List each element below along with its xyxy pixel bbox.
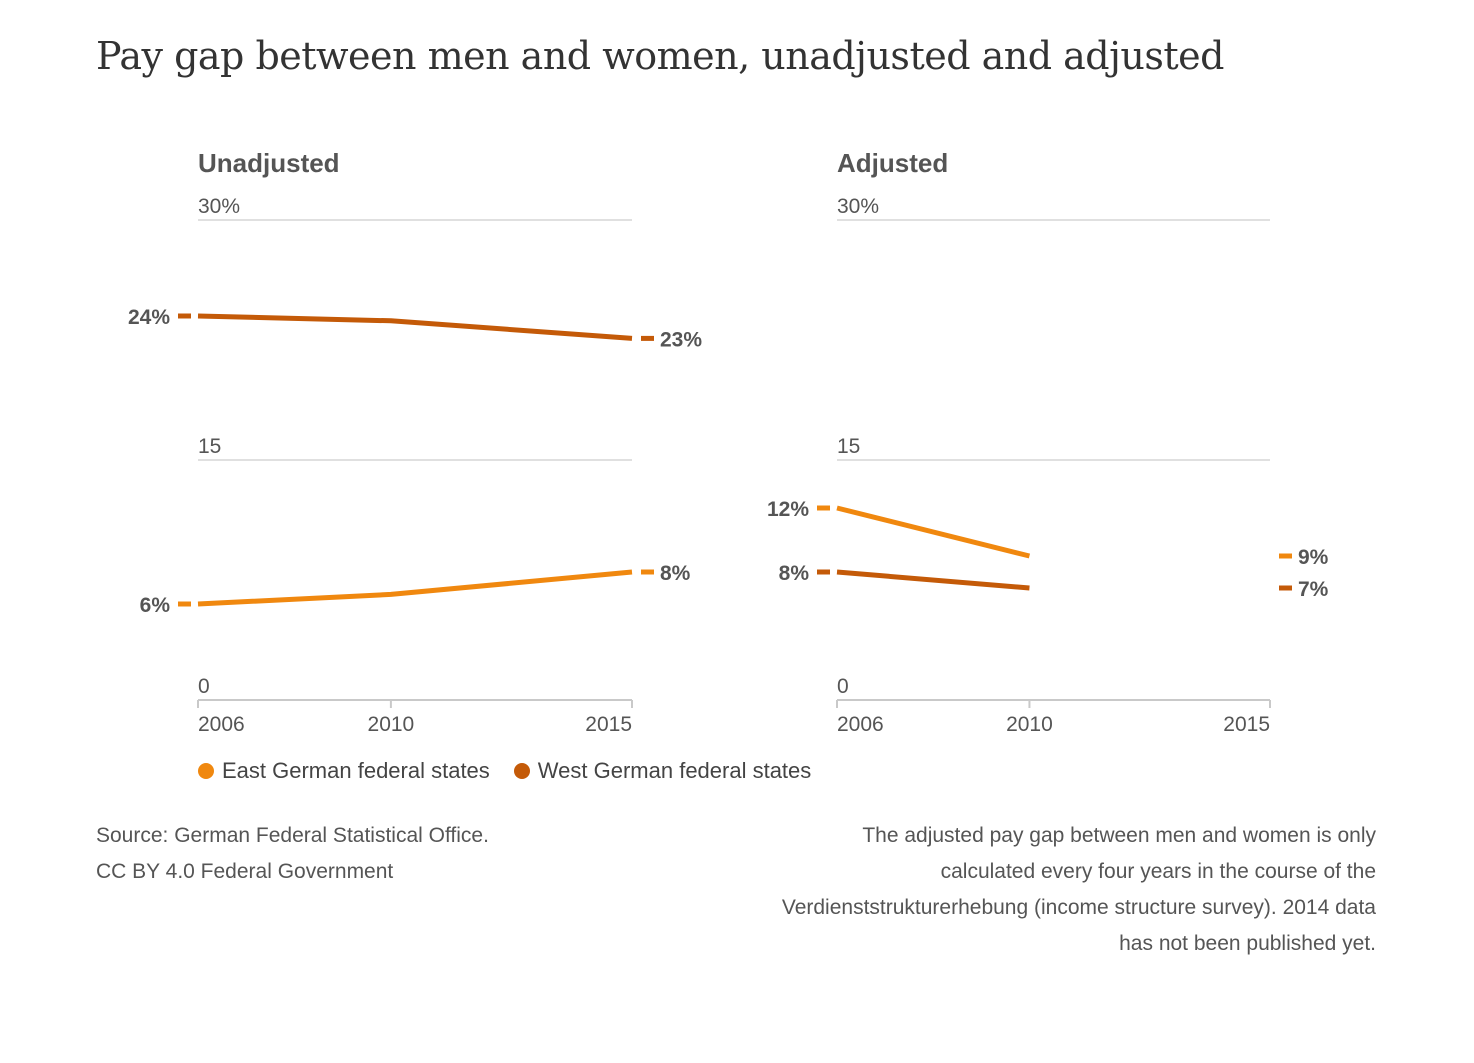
panel-2-x-tick-label: 2015 — [1223, 713, 1270, 736]
panel-1-series-east-end-label: 8% — [660, 562, 691, 585]
panel-2-series-west-line — [836, 569, 1030, 591]
source-note: Source: German Federal Statistical Offic… — [96, 818, 489, 890]
legend-item-east: East German federal states — [198, 758, 490, 784]
panel-1-series-west-start-label: 24% — [128, 306, 170, 329]
source-line-1: Source: German Federal Statistical Offic… — [96, 824, 489, 847]
chart-title: Pay gap between men and women, unadjuste… — [96, 34, 1224, 78]
panel-2-series-east-start-label: 12% — [767, 498, 809, 521]
panel-1-title: Unadjusted — [198, 148, 340, 178]
source-line-2: CC BY 4.0 Federal Government — [96, 860, 394, 883]
panel-2-title: Adjusted — [837, 148, 948, 178]
panel-2-x-tick-label: 2010 — [1006, 713, 1053, 736]
legend-item-west: West German federal states — [513, 758, 812, 784]
legend-label-east: East German federal states — [222, 758, 490, 783]
panel-1-y-tick-label: 0 — [198, 675, 210, 698]
panel-1-y-tick-label: 15 — [198, 435, 221, 458]
panel-2-y-tick-label: 15 — [837, 435, 860, 458]
panel-2-series-west-end-label: 7% — [1298, 578, 1329, 601]
legend: East German federal states West German f… — [198, 758, 811, 784]
panel-2-y-tick-label: 0 — [837, 675, 849, 698]
panel-1-series-east-start-label: 6% — [140, 594, 171, 617]
panel-2-y-tick-label: 30% — [837, 195, 879, 218]
panel-1-series-west-end-label: 23% — [660, 328, 702, 351]
panel-1-x-tick-label: 2006 — [198, 713, 245, 736]
panel-1-series-west-line — [197, 313, 633, 341]
panel-2-series-east-end-label: 9% — [1298, 546, 1329, 569]
panel-1-y-tick-label: 30% — [198, 195, 240, 218]
panel-2-series-east-line — [836, 505, 1031, 559]
panel-1-series-east-line — [197, 569, 633, 607]
legend-label-west: West German federal states — [537, 758, 812, 783]
panel-1-x-tick-label: 2010 — [368, 713, 415, 736]
legend-swatch-east — [198, 763, 214, 779]
panel-1-x-tick-label: 2015 — [585, 713, 632, 736]
charts-canvas: Unadjusted 30% 15 0 2006 2010 2015 24% 23% 6% 8% Ad… — [128, 148, 1329, 736]
panel-2-x-tick-label: 2006 — [837, 713, 884, 736]
panel-2-series-west-start-label: 8% — [779, 562, 810, 585]
footnote: The adjusted pay gap between men and wom… — [781, 824, 1376, 955]
legend-swatch-west — [513, 763, 530, 779]
